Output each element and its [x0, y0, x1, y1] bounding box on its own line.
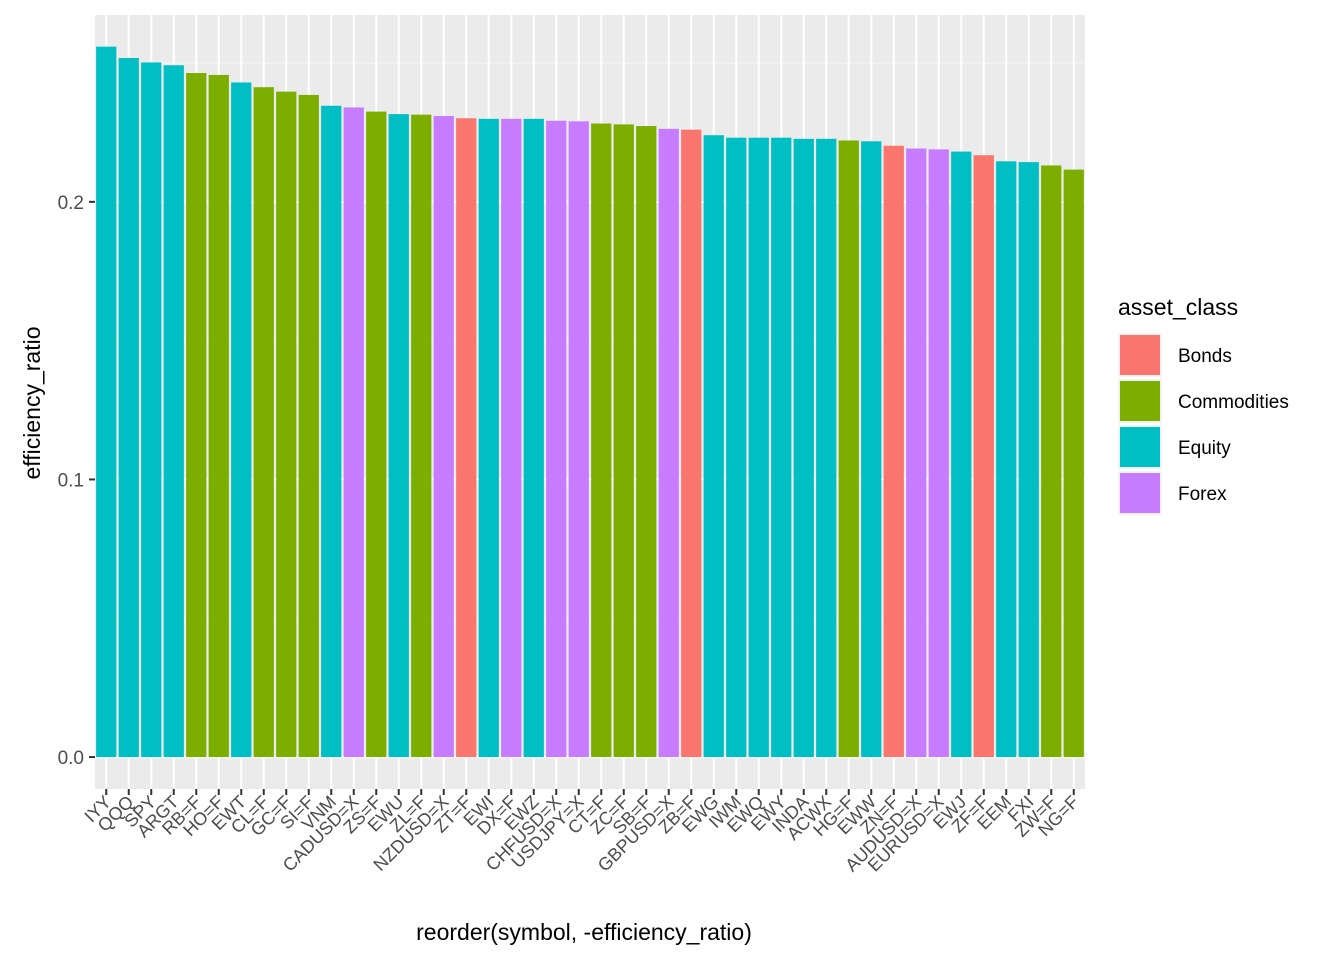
- bar-hg-f: [838, 140, 859, 758]
- bar-qqq: [118, 58, 139, 758]
- bar-cl-f: [253, 87, 274, 758]
- legend-swatch-forex: [1120, 473, 1160, 513]
- legend-label-commodities: Commodities: [1178, 392, 1289, 413]
- bar-dx-f: [501, 118, 522, 758]
- legend-label-equity: Equity: [1178, 438, 1231, 459]
- bar-acwx: [816, 138, 837, 758]
- bar-inda: [793, 138, 814, 758]
- legend-label-forex: Forex: [1178, 484, 1227, 505]
- bar-gbpusd-x: [658, 128, 679, 758]
- legend-title: asset_class: [1118, 294, 1238, 320]
- bars: [96, 46, 1084, 758]
- y-tick-label: 0.0: [58, 748, 84, 769]
- bar-zf-f: [973, 155, 994, 758]
- x-axis-title: reorder(symbol, -efficiency_ratio): [416, 919, 752, 945]
- legend-label-bonds: Bonds: [1178, 346, 1232, 367]
- bar-ewg: [703, 135, 724, 758]
- legend: asset_class Bonds Commodities Equity Forex: [1118, 294, 1289, 515]
- bar-si-f: [298, 94, 319, 758]
- bar-sb-f: [636, 126, 657, 758]
- bar-fxi: [1018, 162, 1039, 758]
- bar-ewz: [523, 118, 544, 758]
- bar-ng-f: [1063, 169, 1084, 758]
- bar-ho-f: [208, 74, 229, 758]
- bar-ewt: [231, 82, 252, 758]
- bar-ewu: [388, 114, 409, 758]
- y-tick-label: 0.2: [58, 193, 84, 214]
- bar-iwm: [726, 137, 747, 758]
- y-tick-label: 0.1: [58, 470, 84, 491]
- bar-nzdusd-x: [433, 116, 454, 758]
- bar-cadusd-x: [343, 107, 364, 758]
- bar-iyy: [96, 46, 117, 758]
- bar-zw-f: [1041, 165, 1062, 758]
- legend-swatch-equity: [1120, 427, 1160, 467]
- bar-zs-f: [366, 111, 387, 758]
- bar-eurusd-x: [928, 149, 949, 758]
- bar-vnm: [321, 105, 342, 758]
- bar-gc-f: [276, 91, 297, 758]
- bar-ct-f: [591, 123, 612, 758]
- bar-eww: [861, 141, 882, 758]
- bar-zn-f: [883, 145, 904, 758]
- y-axis-title: efficiency_ratio: [19, 327, 45, 480]
- x-axis-ticks: IYYQQQSPYARGTRB=FHO=FEWTCL=FGC=FSI=FVNMC…: [80, 789, 1083, 876]
- bar-eem: [996, 161, 1017, 758]
- bar-argt: [163, 65, 184, 758]
- bar-zt-f: [456, 118, 477, 758]
- bar-zb-f: [681, 129, 702, 758]
- y-axis-ticks: 0.0 0.1 0.2: [58, 193, 95, 769]
- bar-spy: [141, 62, 162, 758]
- bar-usdjpy-x: [568, 121, 589, 758]
- bar-audusd-x: [906, 148, 927, 758]
- bar-ewi: [478, 118, 499, 758]
- bar-chfusd-x: [546, 120, 567, 758]
- bar-ewy: [771, 137, 792, 758]
- bar-zc-f: [613, 124, 634, 758]
- legend-swatch-bonds: [1120, 335, 1160, 375]
- bar-zl-f: [411, 114, 432, 758]
- bar-ewj: [951, 151, 972, 758]
- legend-swatch-commodities: [1120, 381, 1160, 421]
- bar-rb-f: [186, 73, 207, 758]
- bar-ewq: [748, 137, 769, 758]
